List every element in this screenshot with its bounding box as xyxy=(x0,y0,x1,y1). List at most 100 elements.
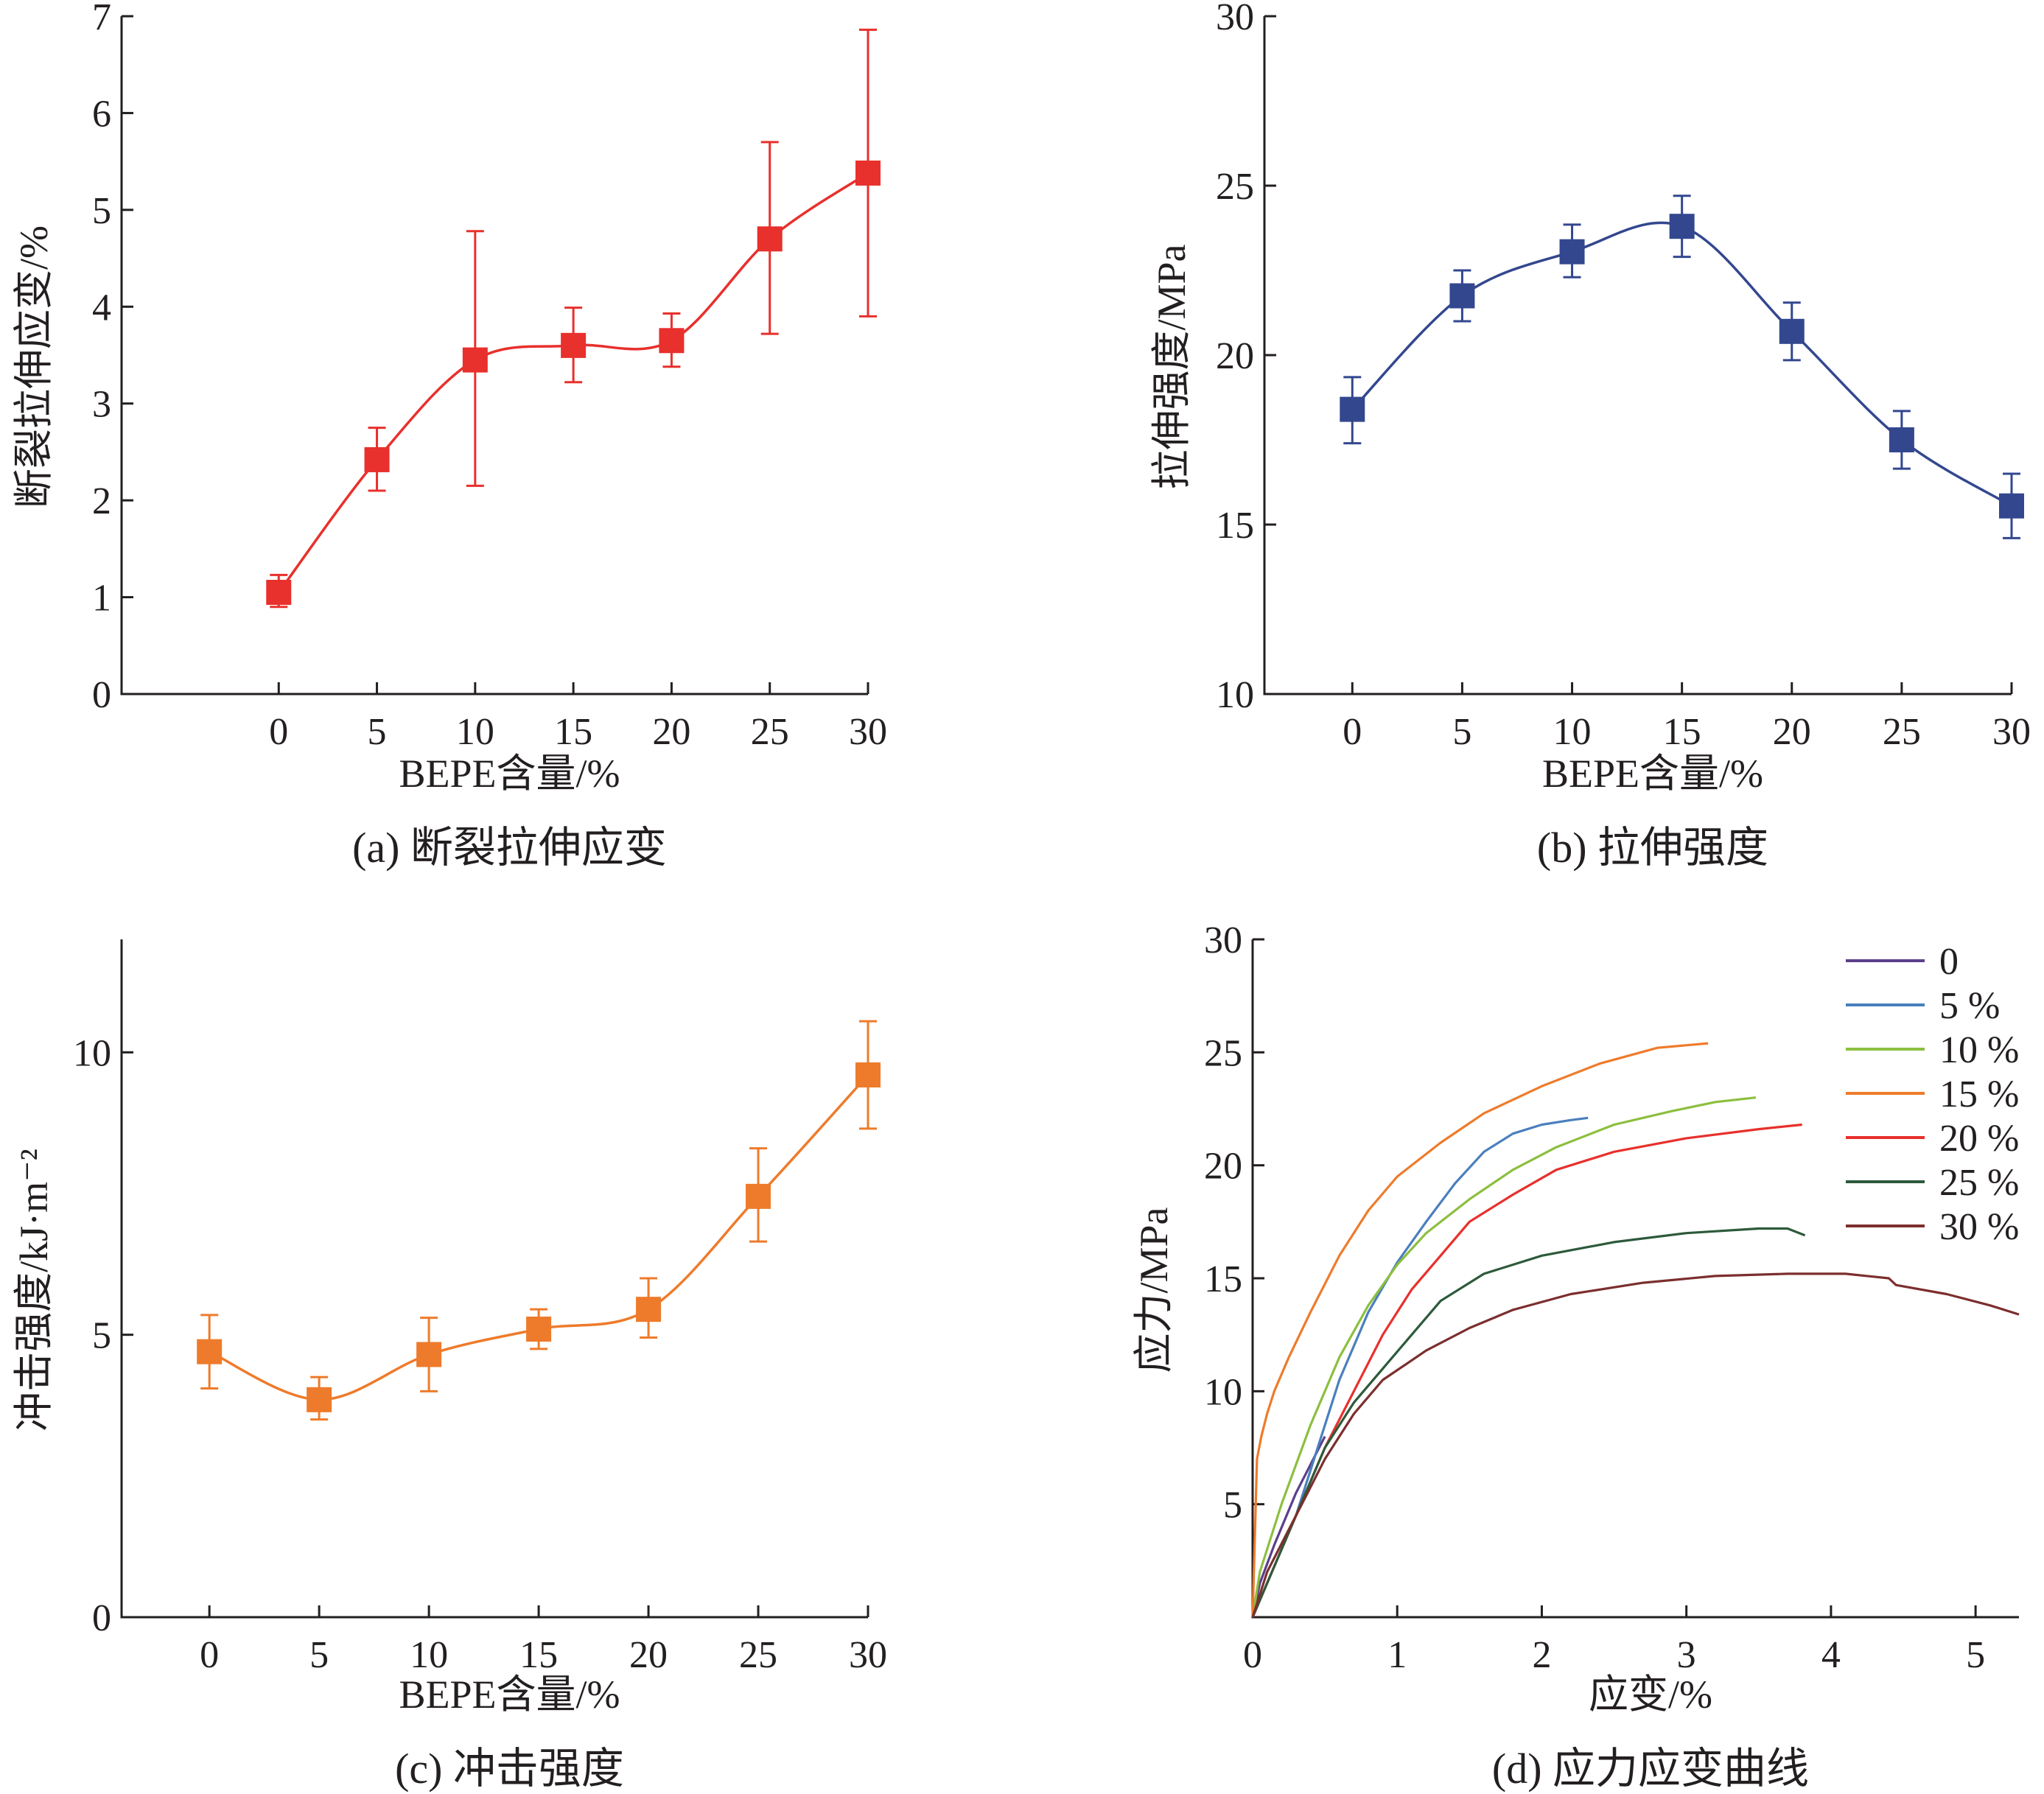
panel-caption: (c) 冲击强度 xyxy=(395,1745,624,1793)
legend-label: 25 % xyxy=(1939,1162,2019,1204)
x-tick-label: 0 xyxy=(1243,1634,1262,1676)
x-tick-label: 10 xyxy=(410,1634,448,1676)
data-marker xyxy=(1889,427,1914,452)
y-tick-label: 10 xyxy=(1216,674,1254,716)
y-tick-label: 3 xyxy=(92,384,111,426)
y-tick-label: 10 xyxy=(1204,1371,1242,1413)
x-tick-label: 1 xyxy=(1387,1634,1407,1676)
data-marker xyxy=(307,1387,332,1412)
x-tick-label: 30 xyxy=(849,1634,887,1676)
x-tick-label: 25 xyxy=(1883,711,1921,753)
data-marker xyxy=(757,226,783,252)
series-line-3 xyxy=(1251,1042,1709,1618)
y-tick-label: 0 xyxy=(92,1597,111,1639)
y-tick-label: 25 xyxy=(1216,166,1254,208)
series-line xyxy=(209,1073,869,1401)
data-marker xyxy=(462,347,488,373)
x-tick-label: 0 xyxy=(200,1634,219,1676)
series-line-1 xyxy=(1251,1116,1589,1618)
data-marker xyxy=(659,328,685,354)
data-marker xyxy=(364,446,390,472)
x-tick-label: 0 xyxy=(269,711,288,753)
data-marker xyxy=(266,580,292,605)
y-tick-label: 2 xyxy=(92,480,111,522)
y-tick-label: 6 xyxy=(92,93,111,135)
legend-label: 5 % xyxy=(1939,985,2000,1027)
data-marker xyxy=(1779,318,1805,344)
data-marker xyxy=(1340,396,1365,422)
panel-caption: (d) 应力应变曲线 xyxy=(1492,1745,1809,1793)
x-axis-label: BEPE含量/% xyxy=(1542,751,1763,796)
x-tick-label: 5 xyxy=(309,1634,329,1676)
data-marker xyxy=(855,1062,881,1087)
data-marker xyxy=(197,1339,223,1364)
x-tick-label: 10 xyxy=(1553,711,1592,753)
series-line-4 xyxy=(1251,1123,1802,1618)
y-axis-label: 拉伸强度/MPa xyxy=(1149,244,1194,489)
y-axis-label: 冲击强度/kJ·m⁻² xyxy=(12,1149,56,1432)
chart-panel-b: 10 15 20 25 30 0 5 10 15 20 25 30 BEPE含量/% 拉伸强度/MPa (b… xyxy=(1149,0,2031,872)
data-marker xyxy=(1449,283,1475,309)
legend-label: 0 xyxy=(1939,941,1959,983)
y-tick-label: 1 xyxy=(92,578,111,620)
legend-label: 30 % xyxy=(1939,1206,2019,1248)
y-tick-label: 20 xyxy=(1204,1146,1242,1188)
y-tick-label: 15 xyxy=(1216,505,1254,547)
x-tick-label: 30 xyxy=(849,711,887,753)
legend-label: 20 % xyxy=(1939,1118,2019,1160)
x-tick-label: 10 xyxy=(456,711,494,753)
data-marker xyxy=(1669,214,1695,239)
x-tick-label: 25 xyxy=(751,711,789,753)
y-tick-label: 4 xyxy=(92,287,111,329)
series-line-2 xyxy=(1251,1096,1757,1618)
data-marker xyxy=(561,332,587,358)
y-tick-label: 0 xyxy=(92,674,111,716)
x-tick-label: 3 xyxy=(1677,1634,1696,1676)
x-tick-label: 5 xyxy=(1966,1634,1985,1676)
x-tick-label: 2 xyxy=(1532,1634,1551,1676)
x-axis-label: BEPE含量/% xyxy=(399,1672,620,1717)
axes-d xyxy=(1251,939,2019,1619)
x-tick-label: 30 xyxy=(1992,711,2031,753)
data-marker xyxy=(526,1317,552,1342)
chart-panel-c: 0 5 10 0 5 10 15 20 25 30 BEPE含量/% 冲击强度/kJ·m⁻² (c) 冲… xyxy=(12,939,887,1793)
y-tick-label: 30 xyxy=(1204,919,1242,961)
x-tick-label: 5 xyxy=(1452,711,1471,753)
y-tick-label: 7 xyxy=(92,0,111,38)
y-tick-label: 30 xyxy=(1216,0,1254,38)
x-tick-label: 15 xyxy=(554,711,592,753)
y-tick-label: 20 xyxy=(1216,335,1254,377)
x-axis-label: BEPE含量/% xyxy=(399,751,620,796)
data-marker xyxy=(416,1342,442,1367)
data-marker xyxy=(1559,239,1585,264)
y-tick-label: 15 xyxy=(1204,1258,1242,1300)
x-tick-label: 0 xyxy=(1343,711,1362,753)
data-marker xyxy=(1999,493,2024,519)
series-line-5 xyxy=(1251,1227,1806,1618)
legend-label: 15 % xyxy=(1939,1073,2019,1115)
x-tick-label: 15 xyxy=(1663,711,1701,753)
legend-label: 10 % xyxy=(1939,1029,2019,1071)
axes-b xyxy=(1263,16,2012,695)
data-marker xyxy=(636,1297,662,1322)
data-marker xyxy=(746,1183,771,1209)
x-tick-label: 25 xyxy=(739,1634,777,1676)
axes-a xyxy=(120,16,868,695)
x-tick-label: 20 xyxy=(629,1634,668,1676)
x-tick-label: 15 xyxy=(519,1634,558,1676)
y-tick-label: 10 xyxy=(73,1032,111,1074)
y-tick-label: 25 xyxy=(1204,1032,1242,1074)
x-tick-label: 5 xyxy=(368,711,387,753)
x-tick-label: 20 xyxy=(1773,711,1811,753)
axes-c xyxy=(120,939,868,1619)
series-line xyxy=(1351,221,2012,508)
x-tick-label: 4 xyxy=(1821,1634,1841,1676)
data-marker xyxy=(855,160,881,186)
y-axis-label: 应力/MPa xyxy=(1132,1207,1176,1373)
y-tick-label: 5 xyxy=(92,1315,111,1357)
panel-caption: (a) 断裂拉伸应变 xyxy=(352,824,667,872)
x-tick-label: 20 xyxy=(652,711,690,753)
y-tick-label: 5 xyxy=(1223,1485,1242,1527)
